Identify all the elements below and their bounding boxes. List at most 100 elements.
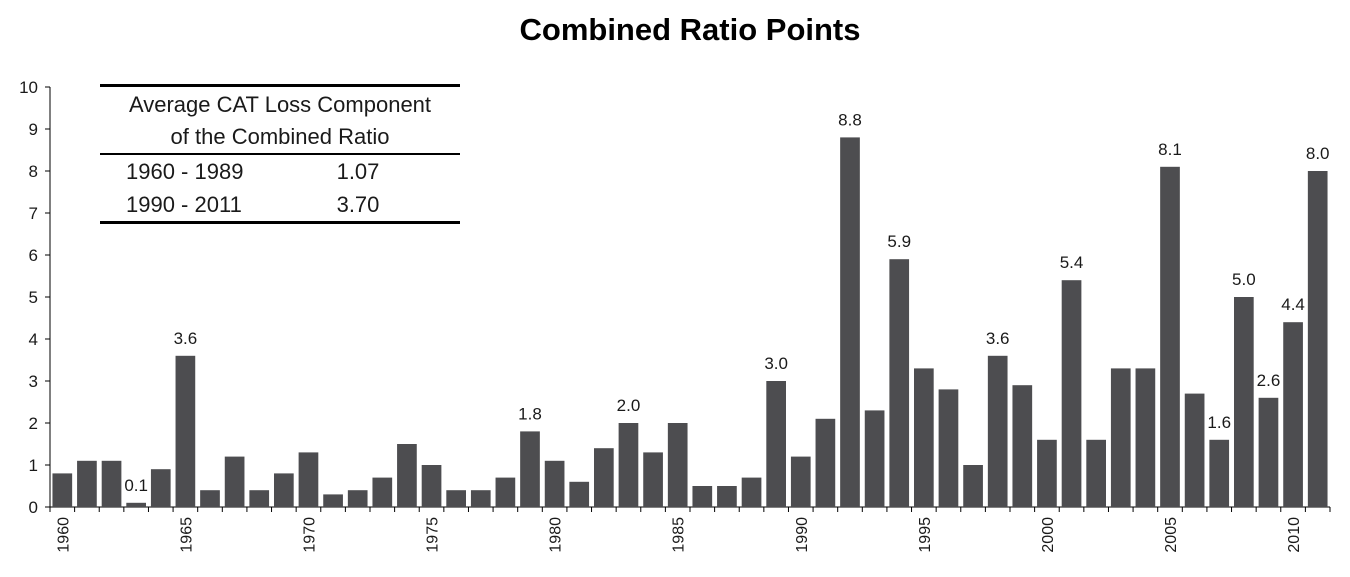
x-tick-label: 1975: [425, 517, 442, 553]
bar: [864, 410, 885, 507]
bar: [224, 456, 245, 507]
bar: [667, 423, 688, 507]
y-tick-label: 9: [29, 120, 38, 139]
bar: [1135, 368, 1156, 507]
cat-loss-summary-table: Average CAT Loss Component of the Combin…: [100, 84, 460, 224]
bar: [249, 490, 270, 507]
bar: [618, 423, 639, 507]
bar: [889, 259, 910, 507]
y-tick-label: 5: [29, 288, 38, 307]
bar: [150, 469, 171, 507]
data-label: 2.6: [1257, 371, 1281, 390]
table-header-line-2: of the Combined Ratio: [170, 124, 390, 149]
bar: [766, 381, 786, 507]
chart-title: Combined Ratio Points: [519, 12, 861, 47]
bar: [1160, 166, 1180, 508]
bar: [938, 389, 959, 507]
bar: [569, 481, 590, 507]
x-tick-label: 1965: [178, 517, 195, 553]
y-tick-label: 7: [29, 204, 38, 223]
x-tick-label: 2000: [1040, 517, 1057, 553]
y-tick-label: 8: [29, 162, 38, 181]
bars: [52, 137, 1328, 508]
table-bottom-rule: [100, 221, 460, 224]
bar: [421, 465, 442, 507]
y-tick-label: 3: [29, 372, 38, 391]
bar: [298, 452, 319, 507]
bar: [1086, 439, 1106, 507]
bar: [372, 477, 393, 507]
bar: [495, 477, 516, 507]
bar: [1061, 280, 1082, 507]
x-axis: 1960 1965 1970 1975 1980 1985 1990 1995 2000 2005…: [49, 506, 1331, 553]
bar: [52, 473, 73, 507]
bar: [692, 486, 713, 507]
bar: [397, 444, 417, 507]
bar: [544, 460, 565, 507]
data-label: 8.0: [1306, 144, 1330, 163]
y-tick-label: 1: [29, 456, 38, 475]
bar: [594, 448, 614, 507]
y-tick-label: 10: [19, 78, 38, 97]
bar: [175, 355, 196, 507]
data-label: 3.6: [174, 329, 198, 348]
bar: [914, 368, 934, 507]
data-label: 5.9: [887, 232, 911, 251]
table-top-rule: [100, 84, 460, 87]
x-tick-label: 2010: [1286, 517, 1303, 553]
bar: [1258, 397, 1279, 507]
bar: [840, 137, 860, 507]
y-axis: 0 1 2 3 4 5 6 7 8 9 10: [19, 78, 51, 517]
bar: [643, 452, 663, 507]
data-labels: 0.1 3.6 1.8 2.0 3.0 8.8 5.9 3.6 5.4 8.1 1.6 5.0 2.6 4…: [124, 110, 1329, 494]
x-tick-label: 1970: [301, 517, 318, 553]
bar: [1110, 368, 1131, 507]
data-label: 3.0: [764, 354, 788, 373]
data-label: 4.4: [1281, 295, 1305, 314]
table-header-line-1: Average CAT Loss Component: [128, 92, 432, 117]
table-cell-value: 1.07: [336, 159, 380, 184]
bar: [101, 460, 122, 507]
bar: [323, 494, 343, 507]
data-label: 1.6: [1207, 413, 1231, 432]
table-row: 1960 - 1989 1.07: [100, 155, 460, 188]
table-header: Average CAT Loss Component of the Combin…: [100, 87, 460, 153]
x-tick-label: 1985: [671, 517, 688, 553]
data-label: 3.6: [986, 329, 1010, 348]
bar: [815, 418, 836, 507]
bar: [1209, 439, 1230, 507]
bar: [520, 431, 540, 507]
x-tick-label: 1995: [917, 517, 934, 553]
bar: [77, 460, 97, 507]
x-tick-label: 1960: [55, 517, 72, 553]
bar: [790, 456, 811, 507]
data-label: 5.4: [1060, 253, 1084, 272]
table-row: 1990 - 2011 3.70: [100, 188, 460, 221]
bar: [1283, 322, 1303, 507]
bar: [126, 502, 146, 507]
data-label: 0.1: [124, 476, 148, 495]
bar: [347, 490, 368, 507]
bar: [963, 465, 983, 507]
bar: [1307, 171, 1328, 507]
bar: [274, 473, 294, 507]
table-header-rule: [100, 153, 460, 155]
bar: [717, 486, 737, 507]
data-label: 5.0: [1232, 270, 1256, 289]
bar: [470, 490, 491, 507]
y-tick-label: 6: [29, 246, 38, 265]
bar: [1037, 439, 1057, 507]
x-tick-label: 1990: [794, 517, 811, 553]
y-tick-label: 4: [29, 330, 38, 349]
data-label: 2.0: [617, 396, 641, 415]
bar: [446, 490, 466, 507]
bar: [1184, 393, 1205, 507]
y-tick-label: 0: [29, 498, 38, 517]
bar: [987, 355, 1008, 507]
table-cell-period: 1990 - 2011: [126, 192, 242, 217]
data-label: 8.1: [1158, 140, 1182, 159]
bar: [1012, 385, 1033, 507]
table-cell-value: 3.70: [336, 192, 380, 217]
